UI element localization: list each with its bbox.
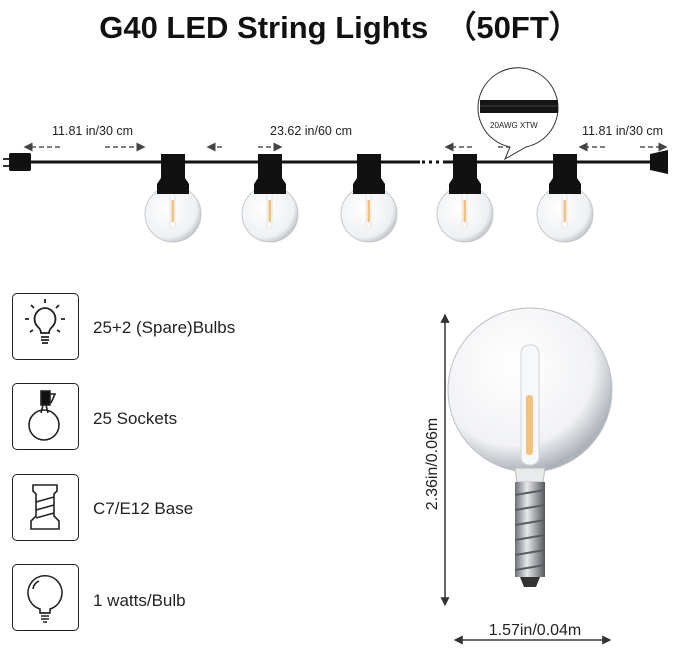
bulb-width: 1.57in/0.04m: [488, 622, 582, 639]
globe-bulb-icon: [12, 564, 79, 631]
bulb-dimension-diagram: [440, 307, 613, 645]
socket-bulb: [536, 154, 594, 243]
socket-bulb: [241, 154, 299, 243]
receptacle-icon: [650, 150, 668, 174]
left-lead-length: 11.81 in/30 cm: [52, 124, 134, 138]
bulb-image: [447, 307, 613, 587]
page-title: G40 LED String Lights （50FT）: [99, 10, 580, 45]
right-lead-length: 11.81 in/30 cm: [582, 124, 664, 138]
socket-bulb: [436, 154, 494, 243]
feature-bulbs: 25+2 (Spare)Bulbs: [93, 318, 236, 337]
feature-sockets: 25 Sockets: [93, 409, 178, 428]
wire-gauge-label: 20AWG XTW: [490, 121, 538, 130]
filament: [526, 395, 533, 455]
string-lights-diagram: [3, 67, 668, 243]
bulb-spacing: 23.62 in/60 cm: [270, 124, 352, 138]
bulb-height: 2.36in/0.06m: [424, 417, 441, 511]
socket-bulb-icon: [12, 383, 79, 450]
wire-magnifier: [477, 67, 559, 161]
feature-wattage: 1 watts/Bulb: [93, 591, 186, 610]
socket-bulb: [340, 154, 398, 243]
socket-bulb: [144, 154, 202, 243]
screw-base-icon: [12, 474, 79, 541]
feature-base: C7/E12 Base: [93, 499, 194, 518]
plug-icon: [3, 153, 31, 171]
light-bulb-rays-icon: [12, 293, 79, 360]
